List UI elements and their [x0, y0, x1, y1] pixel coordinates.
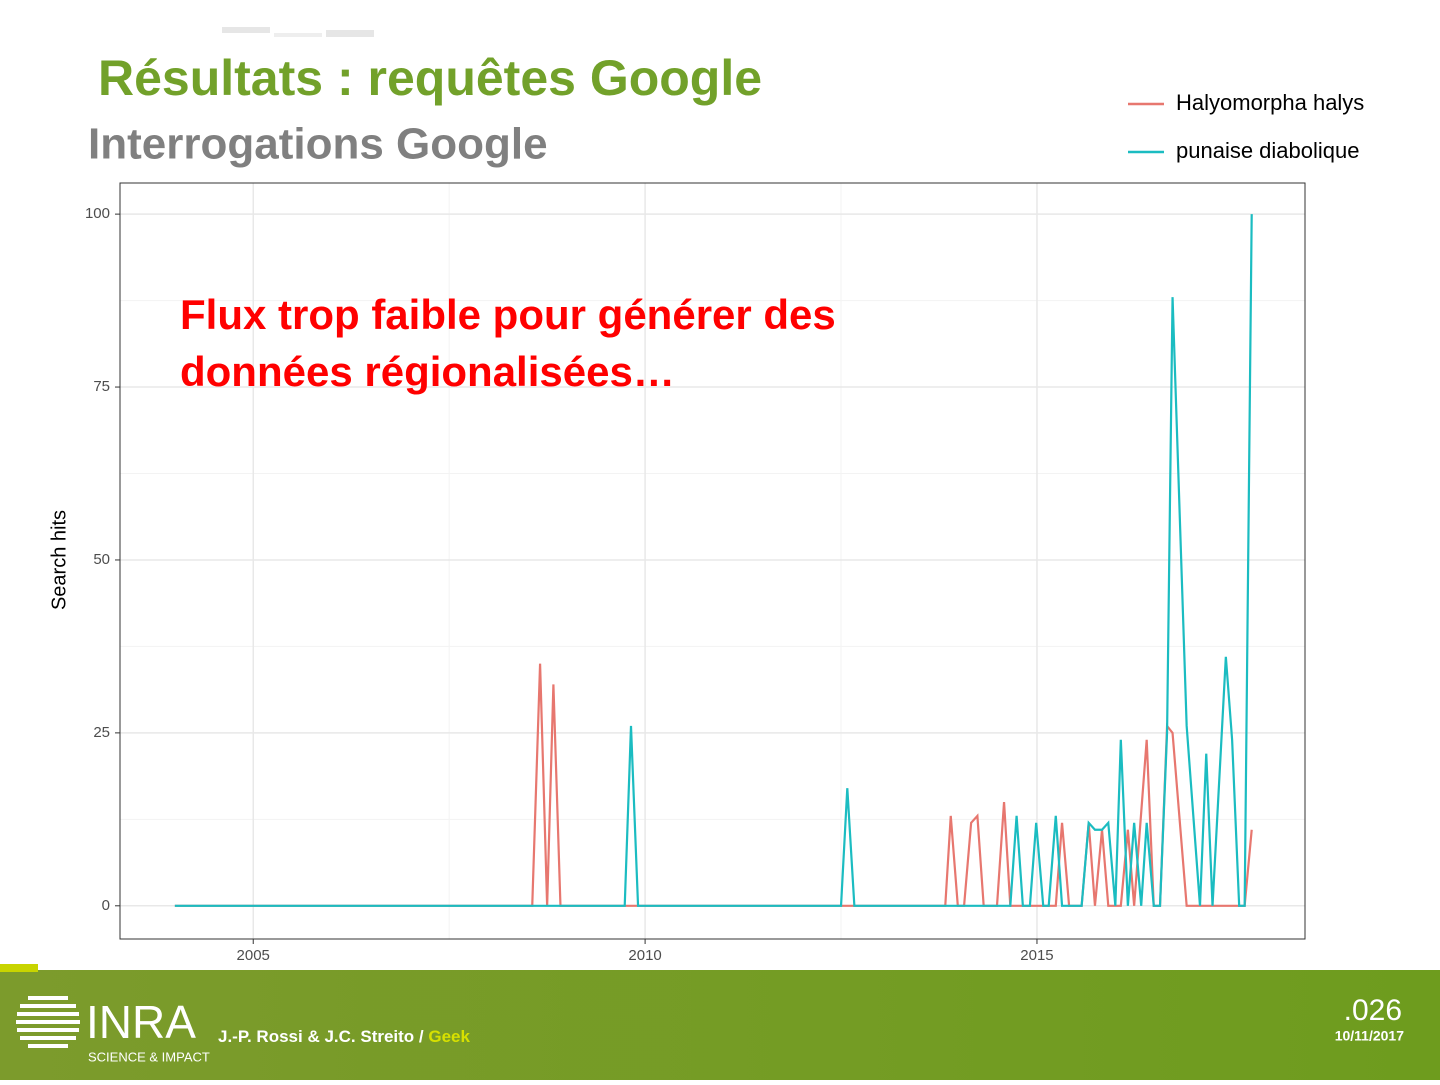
plot-border: [119, 182, 1306, 940]
footer-bar: [0, 970, 1440, 1080]
series-line: [174, 663, 1253, 907]
x-tick-label: 2005: [237, 947, 270, 964]
legend-label: Halyomorpha halys: [1176, 90, 1364, 115]
authors: J.-P. Rossi & J.C. Streito /: [218, 1027, 428, 1046]
legend-label: punaise diabolique: [1176, 138, 1360, 163]
y-tick-label: 100: [85, 205, 110, 222]
y-tick-label: 0: [102, 897, 110, 914]
series-line: [174, 214, 1253, 907]
slide-subtitle: Interrogations Google: [88, 120, 548, 169]
decor: [274, 33, 322, 37]
page-number: .026: [1344, 994, 1402, 1027]
logo-mark: [16, 996, 80, 1048]
annotation: Flux trop faible pour générer des: [180, 291, 836, 338]
slide-title: Résultats : requêtes Google: [98, 50, 762, 106]
y-tick-label: 25: [93, 724, 110, 741]
x-tick-label: 2015: [1020, 947, 1053, 964]
decor: [0, 964, 38, 972]
decor: [326, 30, 374, 37]
footer-authors: J.-P. Rossi & J.C. Streito / Geek: [218, 1027, 470, 1046]
decor: [222, 27, 270, 33]
logo-text: INRA: [86, 996, 196, 1048]
footer-date: 10/11/2017: [1335, 1028, 1405, 1044]
y-tick-label: 50: [93, 551, 110, 568]
footer-tag: Geek: [428, 1027, 470, 1046]
y-tick-label: 75: [93, 378, 110, 395]
annotation: données régionalisées…: [180, 348, 675, 395]
logo-subtext: SCIENCE & IMPACT: [88, 1049, 210, 1064]
y-axis-label: Search hits: [48, 510, 70, 610]
plot: 0 25 50 75 100 2005 2010 2015: [85, 182, 1306, 964]
x-tick-label: 2010: [628, 947, 661, 964]
